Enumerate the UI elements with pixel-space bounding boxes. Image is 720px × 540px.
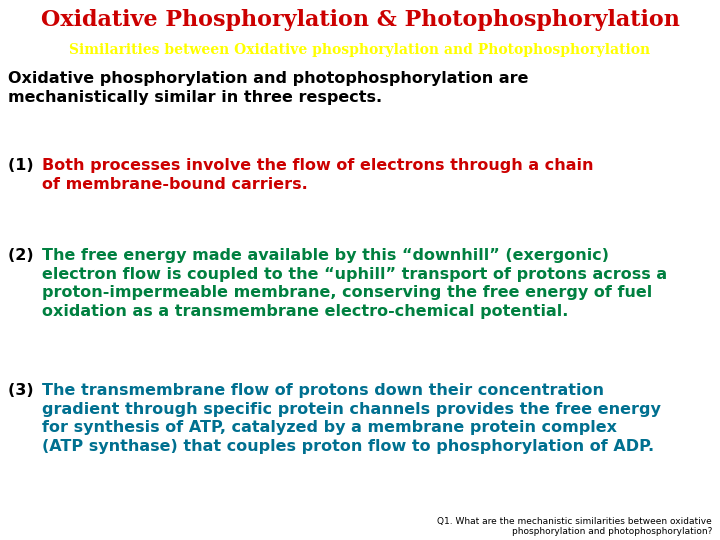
Text: Both processes involve the flow of electrons through a chain
of membrane-bound c: Both processes involve the flow of elect… [42,158,593,192]
Text: Oxidative Phosphorylation & Photophosphorylation: Oxidative Phosphorylation & Photophospho… [40,9,680,31]
Text: (2): (2) [8,248,40,263]
Text: Q1. What are the mechanistic similarities between oxidative
phosphorylation and : Q1. What are the mechanistic similaritie… [437,517,712,536]
Text: The free energy made available by this “downhill” (exergonic)
electron flow is c: The free energy made available by this “… [42,248,667,319]
Text: The transmembrane flow of protons down their concentration
gradient through spec: The transmembrane flow of protons down t… [42,383,661,454]
Text: Oxidative phosphorylation and photophosphorylation are
mechanistically similar i: Oxidative phosphorylation and photophosp… [8,71,528,105]
Text: (1): (1) [8,158,40,173]
Text: (3): (3) [8,383,40,398]
Text: Similarities between Oxidative phosphorylation and Photophosphorylation: Similarities between Oxidative phosphory… [69,43,651,57]
